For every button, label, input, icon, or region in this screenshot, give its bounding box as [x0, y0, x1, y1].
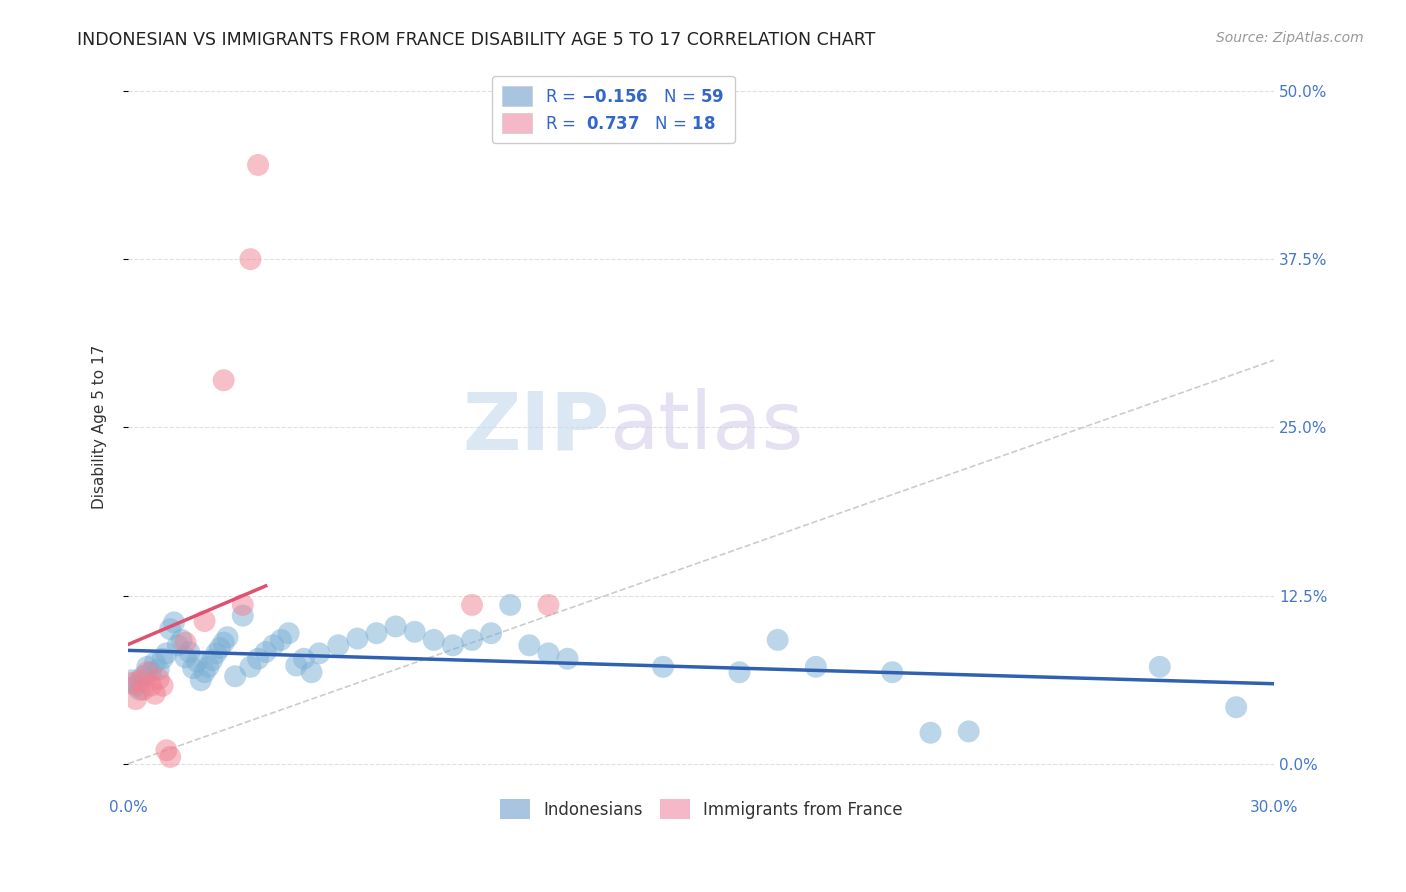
- Point: [1149, 660, 1171, 674]
- Point: [384, 619, 406, 633]
- Point: [197, 660, 219, 674]
- Y-axis label: Disability Age 5 to 17: Disability Age 5 to 17: [93, 345, 107, 509]
- Point: [262, 638, 284, 652]
- Point: [139, 679, 162, 693]
- Point: [143, 687, 166, 701]
- Point: [292, 652, 315, 666]
- Text: atlas: atlas: [610, 388, 804, 467]
- Point: [174, 635, 197, 649]
- Point: [537, 646, 560, 660]
- Point: [308, 646, 330, 660]
- Point: [121, 676, 143, 690]
- Point: [328, 638, 350, 652]
- Point: [270, 632, 292, 647]
- Text: INDONESIAN VS IMMIGRANTS FROM FRANCE DISABILITY AGE 5 TO 17 CORRELATION CHART: INDONESIAN VS IMMIGRANTS FROM FRANCE DIS…: [77, 31, 876, 49]
- Point: [136, 660, 159, 674]
- Point: [461, 598, 484, 612]
- Point: [217, 630, 239, 644]
- Legend: Indonesians, Immigrants from France: Indonesians, Immigrants from France: [494, 792, 910, 826]
- Text: ZIP: ZIP: [463, 388, 610, 467]
- Point: [194, 614, 217, 628]
- Point: [212, 373, 235, 387]
- Point: [121, 673, 143, 688]
- Point: [163, 615, 186, 630]
- Point: [1225, 700, 1247, 714]
- Point: [882, 665, 904, 680]
- Point: [461, 632, 484, 647]
- Point: [148, 663, 170, 677]
- Point: [194, 665, 217, 680]
- Point: [499, 598, 522, 612]
- Point: [404, 624, 426, 639]
- Point: [239, 660, 262, 674]
- Point: [152, 679, 174, 693]
- Point: [208, 640, 231, 655]
- Point: [159, 750, 181, 764]
- Point: [652, 660, 675, 674]
- Point: [143, 656, 166, 670]
- Point: [285, 658, 308, 673]
- Point: [557, 652, 579, 666]
- Point: [132, 669, 155, 683]
- Point: [170, 632, 193, 647]
- Point: [766, 632, 789, 647]
- Point: [128, 673, 150, 688]
- Point: [128, 682, 150, 697]
- Point: [247, 158, 270, 172]
- Point: [148, 672, 170, 686]
- Point: [201, 653, 224, 667]
- Point: [152, 652, 174, 666]
- Point: [537, 598, 560, 612]
- Point: [957, 724, 980, 739]
- Point: [920, 725, 942, 739]
- Point: [179, 645, 201, 659]
- Point: [190, 673, 212, 688]
- Point: [155, 646, 177, 660]
- Point: [254, 645, 277, 659]
- Point: [159, 622, 181, 636]
- Point: [423, 632, 446, 647]
- Point: [205, 646, 228, 660]
- Point: [346, 632, 368, 646]
- Point: [301, 665, 323, 680]
- Point: [247, 652, 270, 666]
- Point: [155, 743, 177, 757]
- Point: [232, 598, 254, 612]
- Point: [517, 638, 540, 652]
- Point: [212, 635, 235, 649]
- Point: [186, 655, 208, 669]
- Point: [125, 692, 148, 706]
- Text: Source: ZipAtlas.com: Source: ZipAtlas.com: [1216, 31, 1364, 45]
- Point: [181, 661, 204, 675]
- Point: [136, 665, 159, 680]
- Point: [132, 682, 155, 697]
- Point: [166, 638, 188, 652]
- Point: [441, 638, 464, 652]
- Point: [125, 679, 148, 693]
- Point: [479, 626, 502, 640]
- Point: [239, 252, 262, 267]
- Point: [277, 626, 299, 640]
- Point: [224, 669, 246, 683]
- Point: [728, 665, 751, 680]
- Point: [232, 608, 254, 623]
- Point: [174, 650, 197, 665]
- Point: [139, 665, 162, 680]
- Point: [366, 626, 388, 640]
- Point: [804, 660, 827, 674]
